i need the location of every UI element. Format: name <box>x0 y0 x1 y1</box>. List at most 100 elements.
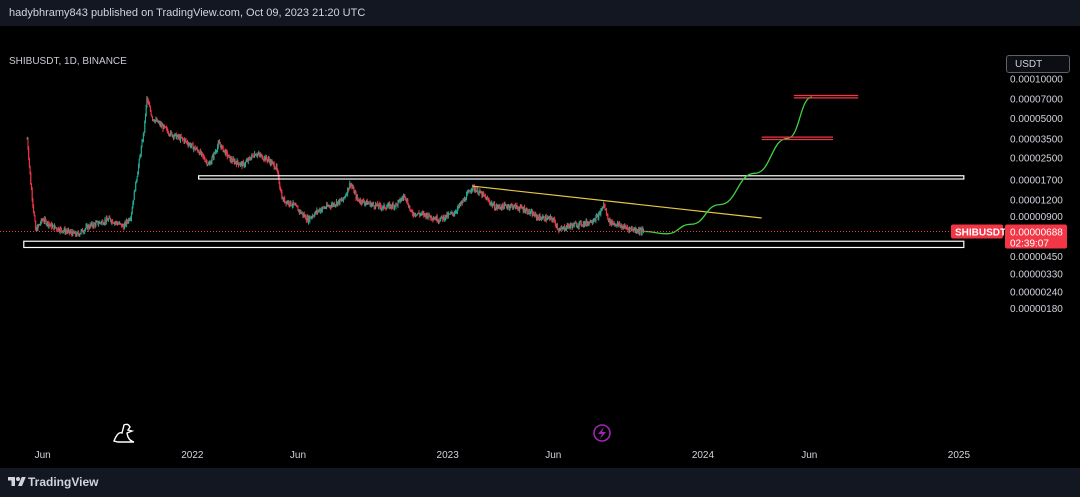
candle-body <box>359 201 361 203</box>
candle-body <box>417 213 419 215</box>
candle-body <box>584 221 586 226</box>
candle-body <box>205 161 207 162</box>
candle-body <box>580 221 582 226</box>
candle-body <box>466 192 468 195</box>
candle-body <box>165 126 167 128</box>
candle-body <box>501 207 502 209</box>
candle-body <box>98 222 100 224</box>
candle-body <box>46 223 48 225</box>
candle-body <box>263 159 265 161</box>
currency-button[interactable]: USDT <box>1006 55 1070 73</box>
candle-body <box>530 211 532 213</box>
candle-body <box>307 216 309 222</box>
candle-body <box>121 224 123 227</box>
candle-body <box>461 201 463 203</box>
candle-body <box>304 215 306 217</box>
candle-body <box>598 212 600 215</box>
candle-body <box>417 212 419 214</box>
candle-body <box>295 205 297 206</box>
candle-body <box>421 212 423 215</box>
candle-body <box>96 221 98 223</box>
candle-body <box>570 224 572 226</box>
candle-body <box>491 203 493 204</box>
candle-body <box>312 215 314 218</box>
candle-body <box>275 165 277 169</box>
candle-body <box>623 227 625 229</box>
candle-body <box>32 199 34 206</box>
candle-body <box>402 198 404 200</box>
candle-body <box>439 220 441 222</box>
candle-body <box>472 185 474 189</box>
y-tick-label: 0.00001200 <box>1010 196 1063 207</box>
candle-body <box>106 217 108 220</box>
chart-area[interactable]: 0.000140000.000100000.000070000.00005000… <box>0 26 1080 468</box>
candle-body <box>372 203 374 205</box>
candle-body <box>64 228 66 233</box>
candle-body <box>57 227 59 231</box>
candle-body <box>140 147 142 155</box>
candle-body <box>563 226 565 230</box>
candle-body <box>56 227 58 230</box>
candle-body <box>341 199 343 201</box>
candle-body <box>172 135 174 138</box>
candle-body <box>293 202 295 205</box>
candle-body <box>524 211 526 213</box>
candle-body <box>619 225 621 227</box>
candle-body <box>489 200 491 203</box>
price-chart[interactable]: 0.000140000.000100000.000070000.00005000… <box>0 26 1080 468</box>
candle-body <box>475 190 477 192</box>
candle-body <box>293 204 295 206</box>
candle-body <box>550 216 552 218</box>
candle-body <box>602 206 604 208</box>
candle-body <box>207 163 209 165</box>
candle-body <box>149 106 151 111</box>
candle-body <box>587 223 589 225</box>
candle-body <box>91 222 93 226</box>
candle-body <box>107 219 109 221</box>
candle-body <box>326 204 328 207</box>
candle-body <box>354 192 356 193</box>
candle-body <box>389 204 391 208</box>
candle-body <box>77 232 79 234</box>
candle-body <box>40 219 42 224</box>
candle-body <box>356 196 358 200</box>
candle-body <box>127 221 129 223</box>
candle-body <box>223 150 225 152</box>
candle-body <box>577 225 579 227</box>
candle-body <box>543 216 545 221</box>
candle-body <box>76 232 78 236</box>
candle-body <box>67 230 69 233</box>
candle-body <box>470 190 472 193</box>
candle-body <box>421 212 423 214</box>
candle-body <box>597 215 599 220</box>
candle-body <box>556 225 558 227</box>
candle-body <box>144 120 146 133</box>
candle-body <box>152 119 154 121</box>
candle-body <box>216 150 218 152</box>
candle-body <box>573 223 575 227</box>
candle-body <box>585 220 587 225</box>
candle-body <box>576 226 578 228</box>
candle-body <box>167 130 169 134</box>
candle-body <box>235 162 237 165</box>
candle-body <box>188 144 190 146</box>
candle-body <box>642 228 644 231</box>
candle-body <box>168 133 170 135</box>
candle-body <box>540 218 542 220</box>
candle-body <box>51 225 53 228</box>
candle-body <box>221 145 223 149</box>
candle-body <box>433 218 435 220</box>
candle-body <box>310 216 312 219</box>
candle-body <box>545 216 547 221</box>
candle-body <box>89 224 91 228</box>
candle-body <box>198 152 200 155</box>
candle-body <box>260 155 262 156</box>
candle-body <box>235 161 237 163</box>
candle-body <box>160 123 162 126</box>
candle-body <box>591 222 593 224</box>
candle-body <box>232 158 234 162</box>
candle-body <box>170 131 172 133</box>
y-tick-label: 0.00001700 <box>1010 176 1063 187</box>
candle-body <box>157 120 159 123</box>
candle-body <box>126 220 128 225</box>
